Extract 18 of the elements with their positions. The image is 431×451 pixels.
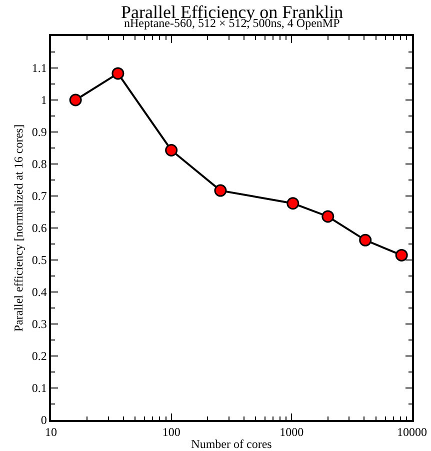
y-tick-label: 0.1 (32, 381, 47, 396)
x-tick-label: 1000 (280, 425, 304, 440)
y-tick-label: 0 (40, 413, 47, 428)
x-axis-title: Number of cores (191, 437, 272, 451)
y-axis-title: Parallel efficiency [normalized at 16 cores] (12, 124, 26, 332)
x-tick-label: 10 (45, 425, 57, 440)
y-tick-label: 0.5 (32, 253, 47, 268)
y-tick-label: 1 (40, 93, 47, 108)
y-tick-label: 0.4 (32, 285, 47, 300)
y-tick-label: 0.6 (32, 221, 47, 236)
x-tick-label: 100 (162, 425, 180, 440)
y-tick-label: 0.2 (32, 349, 47, 364)
y-tick-label: 1.1 (32, 61, 47, 76)
x-tick-label: 10000 (397, 425, 427, 440)
y-tick-label: 0.7 (32, 189, 47, 204)
y-tick-label: 0.9 (32, 125, 47, 140)
y-tick-label: 0.8 (32, 157, 47, 172)
y-tick-label: 0.3 (32, 317, 47, 332)
